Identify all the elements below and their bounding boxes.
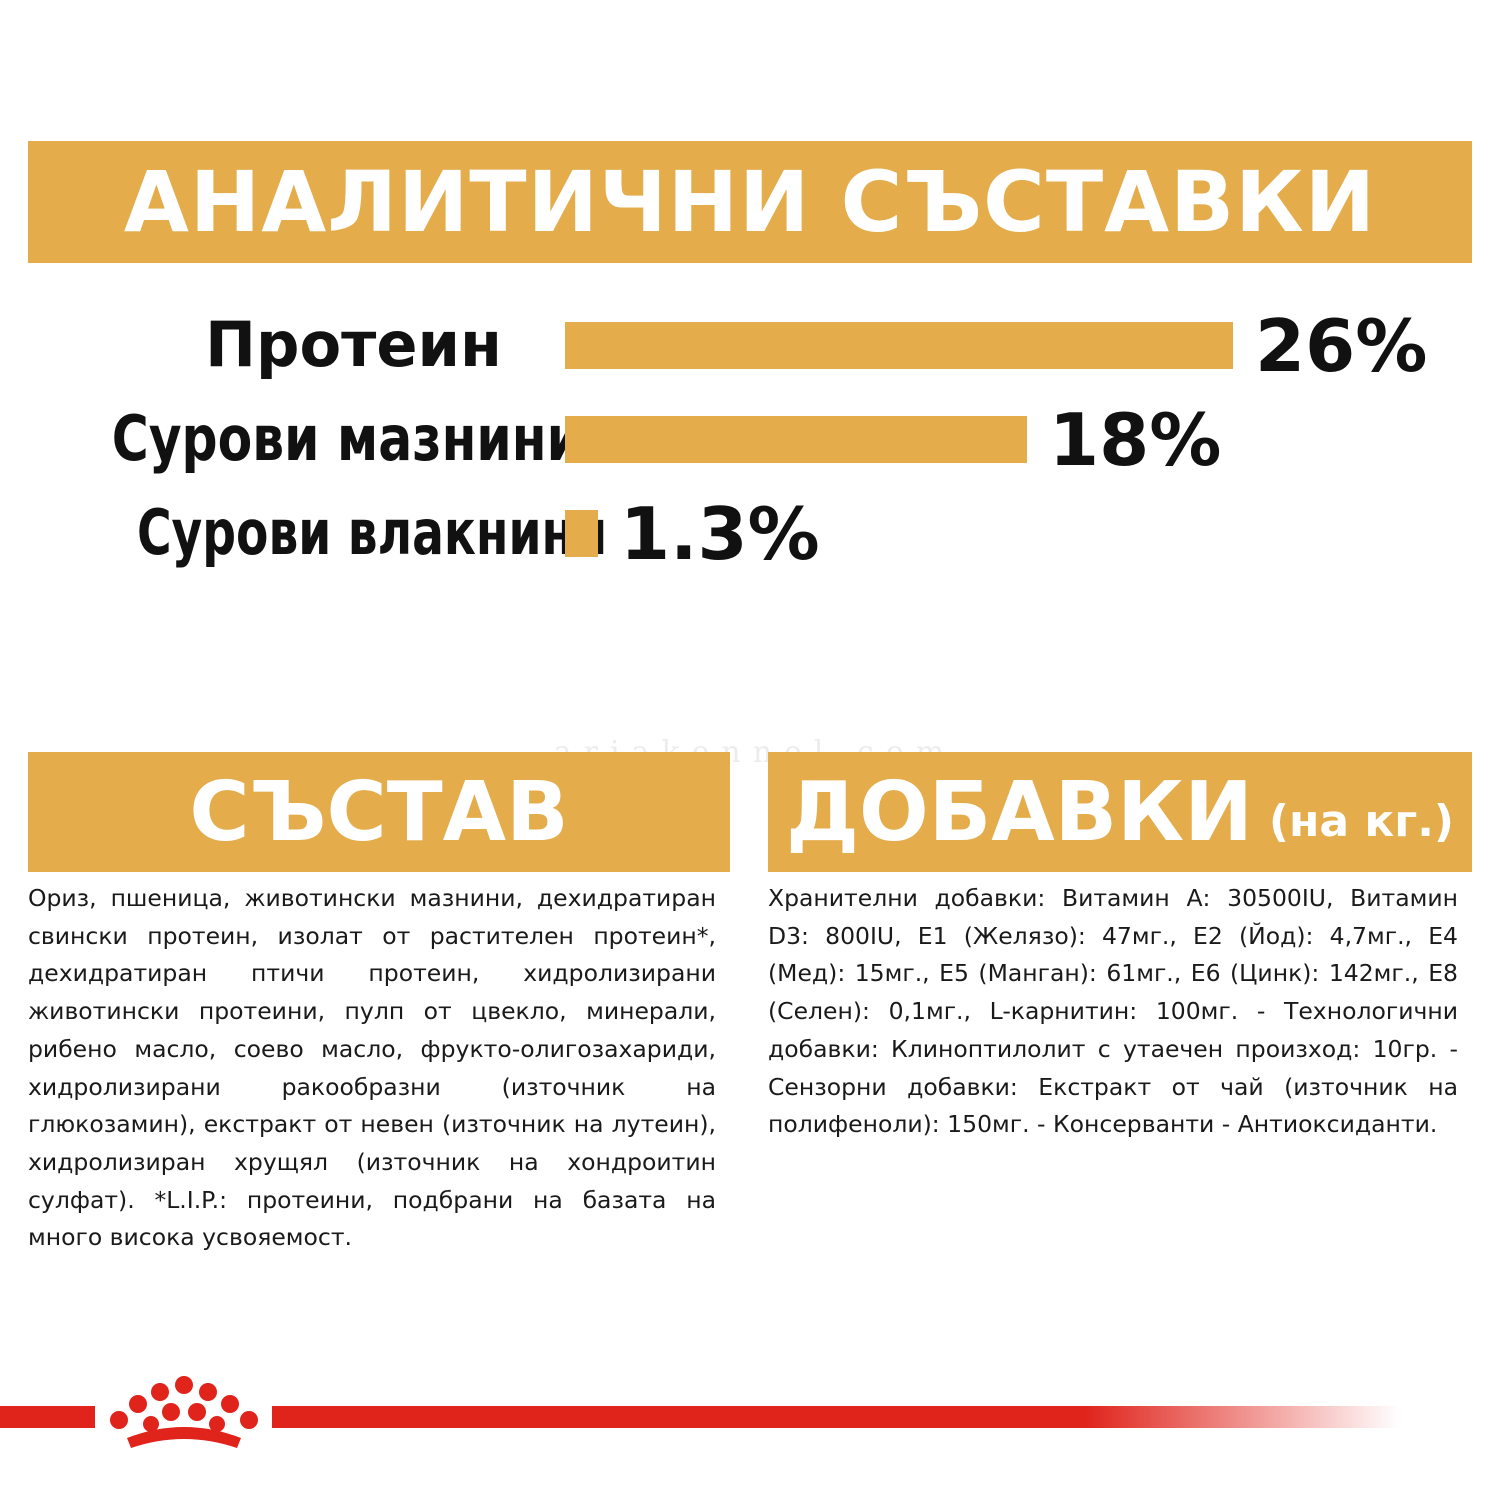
row-percent-fiber: 1.3% <box>620 492 820 576</box>
composition-title: СЪСТАВ <box>189 764 569 860</box>
row-bar-fat <box>565 416 1027 463</box>
brand-line-right <box>272 1406 1400 1428</box>
analytic-title-banner: АНАЛИТИЧНИ СЪСТАВКИ <box>28 141 1472 263</box>
composition-title-banner: СЪСТАВ <box>28 752 730 872</box>
row-label-fiber: Сурови влакнини <box>136 496 608 569</box>
additives-subtitle: (на кг.) <box>1268 795 1455 847</box>
additives-text: Хранителни добавки: Витамин А: 30500IU, … <box>768 884 1458 1139</box>
composition-text: Ориз, пшеница, животински мазнини, дехид… <box>28 884 716 1252</box>
additives-title: ДОБАВКИ <box>785 764 1253 860</box>
row-label-fat: Сурови мазнини <box>111 402 582 475</box>
royal-canin-crown-icon <box>110 1376 258 1448</box>
analytic-title: АНАЛИТИЧНИ СЪСТАВКИ <box>123 153 1377 251</box>
row-percent-protein: 26% <box>1255 304 1428 388</box>
row-percent-fat: 18% <box>1049 398 1222 482</box>
row-bar-protein <box>565 322 1233 369</box>
brand-line-left <box>0 1406 95 1428</box>
additives-title-banner: ДОБАВКИ (на кг.) <box>768 752 1472 872</box>
row-label-protein: Протеин <box>205 308 502 381</box>
row-bar-fiber <box>565 510 598 557</box>
